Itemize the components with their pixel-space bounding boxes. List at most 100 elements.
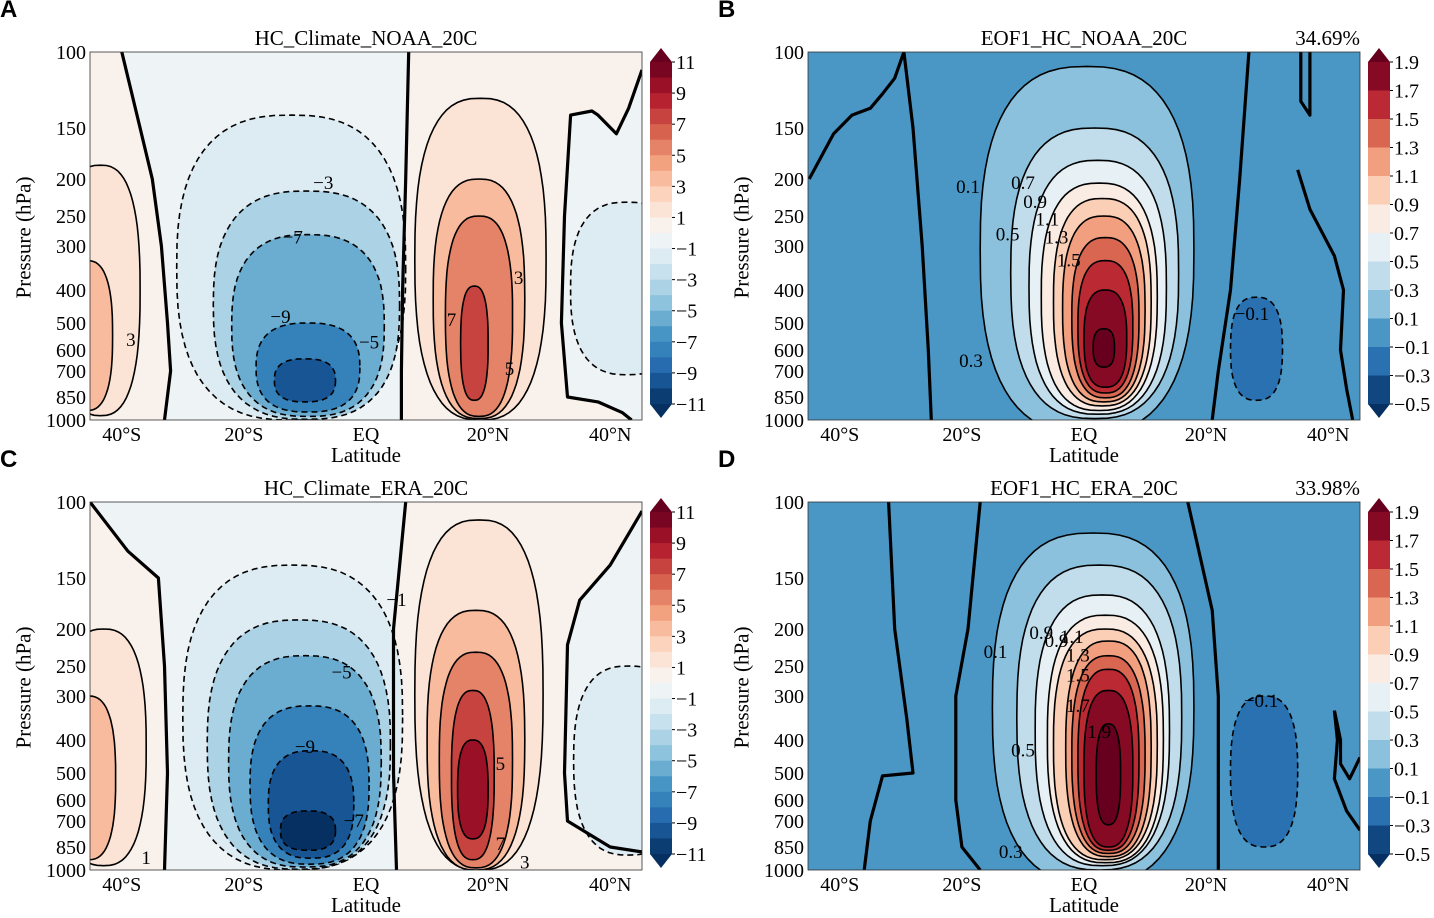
contour-label: 5: [505, 359, 515, 380]
y-tick-label: 1000: [46, 410, 86, 432]
contour-label: 1.5: [1057, 251, 1081, 272]
y-tick-label: 1000: [764, 860, 804, 882]
chart-title: HC_Climate_NOAA_20C: [254, 26, 478, 50]
y-tick-label: 850: [774, 387, 804, 409]
colorbar-bin: [650, 139, 672, 156]
panel-letter: B: [718, 0, 736, 23]
colorbar-tick-label: 0.1: [1394, 309, 1419, 331]
contour-label: 0.9: [1029, 623, 1053, 644]
colorbar-bin: [650, 341, 672, 358]
plot-area: 0.10.90.91.11.31.51.71.90.50.3−0.1: [808, 502, 1360, 870]
plot-frame: [89, 501, 643, 871]
colorbar-bin: [650, 217, 672, 234]
y-tick-label: 200: [774, 169, 804, 191]
zero-contour-line: [808, 52, 933, 420]
colorbar-bin: [650, 776, 672, 793]
colorbar-tick-label: 11: [676, 502, 695, 524]
contour-label: 1.1: [1035, 209, 1059, 230]
colorbar-tick-label: 9: [676, 533, 686, 555]
y-tick-label: 100: [774, 42, 804, 64]
x-tick-label: 20°N: [1185, 424, 1227, 446]
contour-label: −7: [344, 811, 364, 832]
colorbar-bin: [1368, 683, 1390, 712]
colorbar-tick-label: 3: [676, 176, 686, 198]
colorbar-tick-label: 5: [676, 595, 686, 617]
y-tick-label: 200: [56, 169, 86, 191]
colorbar-tick-label: −3: [676, 720, 697, 742]
colorbar-bin: [1368, 119, 1390, 148]
colorbar-bin: [650, 698, 672, 715]
contour-label: −3: [313, 173, 333, 194]
colorbar-bin: [1368, 540, 1390, 570]
colorbar-bin: [650, 714, 672, 731]
colorbar-tick-label: −0.3: [1394, 366, 1430, 388]
contour-label: −0.1: [1244, 691, 1278, 712]
contour-label: 1.7: [1066, 696, 1090, 717]
colorbar-bin: [650, 760, 672, 777]
colorbar-bin: [1368, 375, 1390, 405]
colorbar-bin: [1368, 825, 1390, 855]
colorbar-tick-label: 0.9: [1394, 645, 1419, 667]
colorbar-tick-label: 1.3: [1394, 588, 1419, 610]
y-tick-label: 700: [56, 361, 86, 383]
contour-plot: −1−5−9−715731001502002503004005006007008…: [46, 492, 707, 896]
zero-contour-line: [1332, 710, 1360, 781]
y-tick-label: 300: [56, 236, 86, 258]
colorbar-bin: [650, 620, 672, 637]
y-tick-label: 700: [56, 811, 86, 833]
contour-ring: [572, 665, 642, 856]
colorbar-bin: [650, 667, 672, 684]
x-tick-label: 40°N: [589, 424, 631, 446]
y-tick-label: 300: [56, 686, 86, 708]
x-tick-label: 20°S: [942, 424, 981, 446]
colorbar-bin: [1368, 176, 1390, 205]
colorbar-tick-label: 0.7: [1394, 673, 1419, 695]
colorbar-tick-label: 1.5: [1394, 109, 1419, 131]
colorbar: 1.9 1.7 1.5 1.3 1.1 0.9 0.7 0.5 0.3 0.1 −0.1 −0.3 −0…: [1368, 498, 1430, 868]
contour-label: 1.3: [1066, 646, 1090, 667]
colorbar-tick-label: 1.7: [1394, 531, 1419, 553]
y-tick-label: 500: [774, 313, 804, 335]
contour-label: 1: [141, 848, 151, 869]
colorbar-tick-label: −11: [676, 844, 707, 866]
contour-ring: [456, 739, 489, 840]
colorbar-tick-label: 0.1: [1394, 759, 1419, 781]
colorbar-bin: [650, 527, 672, 544]
contour-label: 3: [126, 330, 136, 351]
panel-d: D EOF1_HC_ERA_20C 33.98% Latitude Pressu…: [718, 446, 1434, 917]
zero-contour-line: [120, 52, 173, 420]
contour-label: −7: [283, 228, 303, 249]
colorbar-bin: [1368, 204, 1390, 234]
y-tick-label: 300: [774, 236, 804, 258]
y-tick-label: 200: [56, 619, 86, 641]
y-tick-label: 150: [774, 118, 804, 140]
contour-ring: [1095, 723, 1122, 826]
colorbar-tick-label: −7: [676, 782, 697, 804]
explained-variance: 34.69%: [1295, 26, 1360, 50]
colorbar-extend-min-arrow: [1368, 854, 1390, 868]
colorbar-bin: [650, 248, 672, 265]
y-tick-label: 400: [774, 280, 804, 302]
colorbar-bin: [650, 372, 672, 389]
colorbar-extend-max-arrow: [650, 498, 672, 512]
x-tick-label: EQ: [353, 424, 380, 446]
x-tick-label: 20°N: [467, 874, 509, 896]
colorbar-bin: [650, 745, 672, 762]
colorbar-bin: [650, 279, 672, 296]
x-tick-label: 40°S: [820, 424, 859, 446]
colorbar-tick-label: 7: [676, 114, 686, 136]
colorbar-tick-label: 1.1: [1394, 166, 1419, 188]
colorbar-bin: [1368, 797, 1390, 826]
colorbar-extend-min-arrow: [650, 404, 672, 418]
y-tick-label: 300: [774, 686, 804, 708]
colorbar-bin: [650, 807, 672, 824]
colorbar-tick-label: 0.5: [1394, 252, 1419, 274]
colorbar-tick-label: 1: [676, 657, 686, 679]
contour-label: 1.3: [1045, 228, 1069, 249]
colorbar-bin: [650, 558, 672, 575]
zero-contour-line: [391, 502, 408, 870]
x-axis-label: Latitude: [331, 443, 401, 467]
colorbar-tick-label: 7: [676, 564, 686, 586]
x-tick-label: EQ: [1071, 424, 1098, 446]
